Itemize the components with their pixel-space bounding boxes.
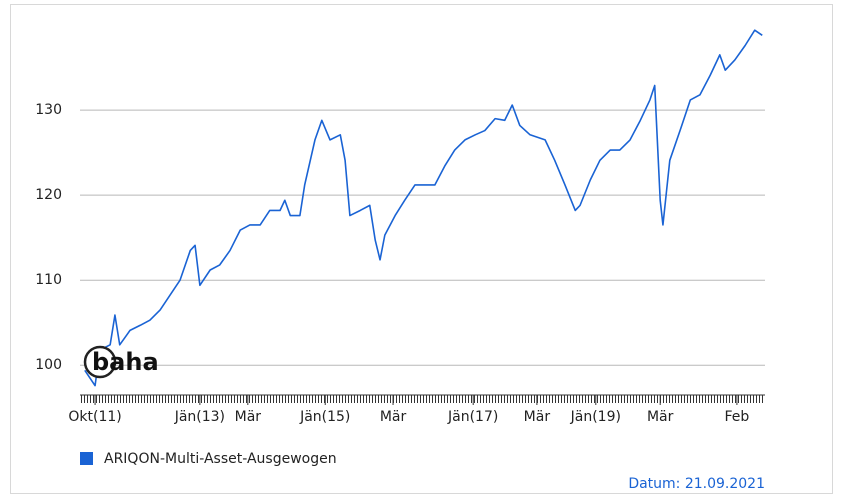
legend-swatch [80,452,93,465]
logo-text: baha [92,348,159,376]
legend-label: ARIQON-Multi-Asset-Ausgewogen [104,451,337,467]
footer-date: Datum: 21.09.2021 [628,476,765,492]
panel-border [10,4,833,494]
logo: baha [83,345,159,379]
plot-area [80,29,765,387]
series-line [84,29,763,387]
x-axis-minor-ticks [80,395,765,403]
x-tick-label: Feb [725,409,750,425]
x-tick-label: Jän(13) [174,409,225,425]
x-tick-label: Mär [235,409,262,425]
x-tick-label: Jän(15) [299,409,350,425]
x-tick-label: Mär [524,409,551,425]
y-tick-label: 130 [35,102,62,118]
y-tick-label: 120 [35,187,62,203]
x-tick-label: Okt(11) [68,409,121,425]
y-tick-label: 110 [35,272,62,288]
x-tick-label: Mär [647,409,674,425]
logo-circle [83,345,117,379]
x-tick-label: Jän(17) [447,409,498,425]
y-tick-label: 100 [35,357,62,373]
x-tick-label: Jän(19) [570,409,621,425]
x-tick-label: Mär [380,409,407,425]
